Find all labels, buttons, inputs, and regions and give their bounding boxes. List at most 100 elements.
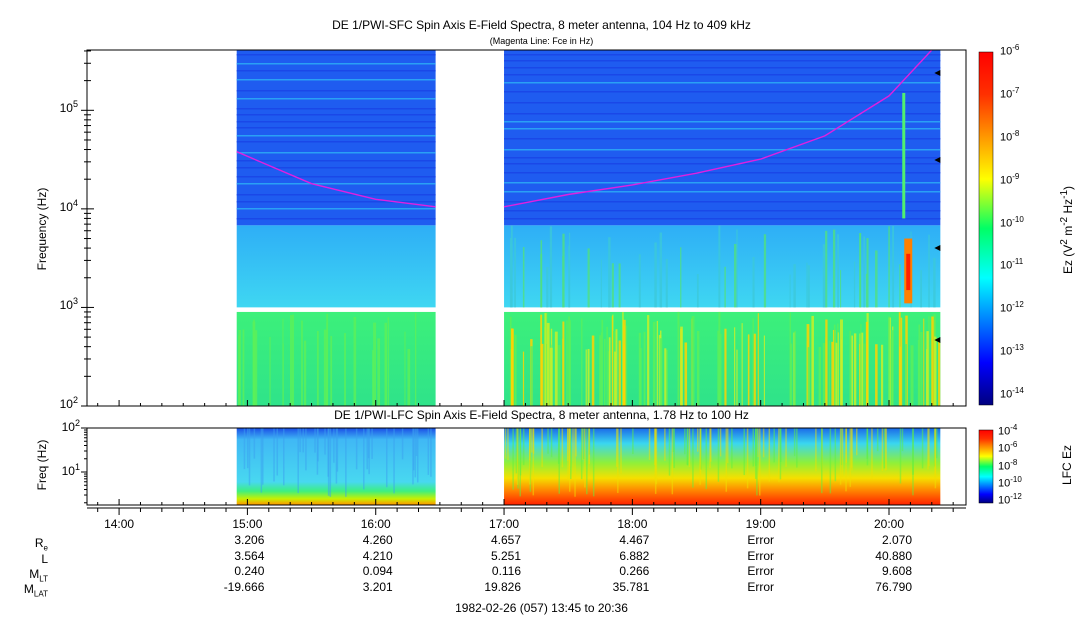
sfc-stripe (504, 74, 941, 76)
edge-marker (934, 337, 941, 343)
lfc-streak (253, 428, 256, 459)
sfc-streak-low (612, 314, 614, 406)
lfc-streak (581, 428, 584, 460)
sfc-frame (86, 49, 967, 407)
x-tick-label: 18:00 (617, 517, 648, 531)
sfc-streak-mid (510, 225, 513, 308)
lfc-streak (248, 428, 251, 486)
lfc-streak (726, 428, 729, 464)
lfc-streak (883, 428, 886, 469)
lfc-streak (912, 428, 914, 475)
sfc-streak-low (554, 331, 558, 406)
lfc-streak (327, 428, 329, 477)
sfc-streak-low (794, 331, 796, 406)
lfc-streak (276, 428, 279, 476)
sfc-stripe (504, 210, 941, 212)
sfc-streak-mid (920, 270, 923, 308)
lfc-streak (632, 428, 634, 455)
sfc-stripe (236, 127, 436, 129)
eph-value: 0.116 (491, 564, 522, 578)
sfc-band-low (236, 311, 436, 406)
lfc-streak (243, 428, 246, 470)
sfc-stripe (236, 201, 436, 203)
lfc-streak (541, 428, 543, 468)
lfc-spectrogram (87, 428, 966, 505)
sfc-streak-low (414, 312, 417, 406)
sfc-streak-low (665, 349, 668, 406)
lfc-streak (260, 428, 263, 493)
sfc-streak-low (282, 343, 284, 406)
sfc-band-gap (236, 307, 436, 312)
sfc-stripe (236, 152, 436, 154)
lfc-streak (584, 428, 586, 488)
sfc-streak-mid (933, 258, 936, 308)
sfc-streak-low (639, 347, 642, 406)
eph-value: Error (747, 564, 774, 578)
eph-value: 35.781 (612, 580, 650, 594)
sfc-streak-low (254, 330, 258, 406)
sfc-streak-low (372, 350, 374, 406)
lfc-streak (355, 428, 358, 470)
lfc-streak (849, 428, 852, 487)
sfc-streak-low (691, 316, 695, 406)
sfc-hotspot-core (906, 253, 911, 291)
sfc-streak-low (344, 333, 346, 406)
sfc-streak-low (643, 331, 646, 406)
lfc-streak (899, 428, 902, 484)
sfc-streak-mid (863, 236, 865, 308)
lfc-streak (246, 428, 249, 469)
sfc-colorbar-tick-label: 10-7 (1000, 85, 1020, 101)
sfc-streak-mid (806, 262, 808, 308)
sfc-streak-low (540, 314, 543, 406)
lfc-streak (684, 428, 686, 455)
sfc-streak-low (407, 349, 411, 406)
lfc-streak (550, 428, 553, 458)
sfc-streak-low (851, 335, 854, 406)
sfc-streak-mid (562, 233, 565, 308)
sfc-streak-mid (875, 250, 878, 308)
lfc-colorbar (978, 429, 994, 504)
lfc-streak (273, 428, 275, 482)
sfc-streak-low (825, 319, 828, 406)
sfc-streak-low (736, 349, 738, 406)
sfc-streak-low (608, 337, 611, 406)
sfc-streak-low (898, 312, 901, 406)
eph-value: 6.882 (619, 549, 650, 563)
lfc-streak (773, 428, 775, 463)
lfc-streak (686, 428, 689, 466)
sfc-streak-mid (840, 270, 842, 308)
sfc-streak-mid (736, 229, 738, 308)
sfc-streak-low (530, 346, 533, 406)
lfc-streak (386, 428, 388, 488)
sfc-streak-low (303, 340, 307, 406)
lfc-streak (366, 428, 368, 470)
lfc-streak (504, 428, 507, 459)
lfc-streak (324, 428, 326, 455)
eph-value: 0.266 (619, 564, 650, 578)
sfc-streak-low (611, 316, 613, 406)
lfc-streak (580, 428, 583, 480)
lfc-streak (778, 428, 780, 483)
lfc-streak (796, 428, 798, 468)
sfc-title: DE 1/PWI-SFC Spin Axis E-Field Spectra, … (332, 18, 751, 32)
eph-value: 40.880 (875, 549, 912, 563)
sfc-streak-low (316, 331, 319, 406)
lfc-streak (416, 428, 419, 483)
sfc-stripe (236, 79, 436, 81)
lfc-title: DE 1/PWI-LFC Spin Axis E-Field Spectra, … (334, 408, 749, 422)
sfc-stripe (504, 157, 941, 159)
lfc-streak (507, 428, 509, 461)
sfc-streak-mid (892, 225, 895, 308)
eph-name-mlt: MLT (29, 567, 48, 584)
lfc-streak (532, 428, 535, 496)
lfc-streak (519, 428, 522, 476)
sfc-spectrogram (87, 49, 966, 406)
sfc-streak-low (724, 328, 727, 406)
lfc-streak (871, 428, 873, 479)
lfc-streak (615, 428, 618, 467)
lfc-streak (333, 428, 335, 463)
eph-value: 3.564 (234, 549, 265, 563)
lfc-streak (829, 428, 832, 494)
sfc-colorbar-tick-label: 10-9 (1000, 171, 1020, 187)
lfc-streak (335, 428, 338, 484)
